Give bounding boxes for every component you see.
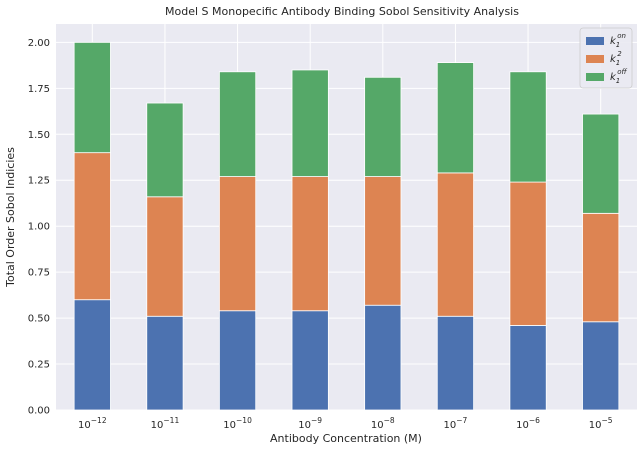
y-tick-label: 0.25 <box>28 360 50 371</box>
legend-swatch <box>586 37 604 45</box>
bar-segment-series-1-cat-2 <box>146 315 184 411</box>
plot-area <box>56 24 637 410</box>
bar-segment-series-3-cat-2 <box>146 102 184 198</box>
bar-segment-series-3-cat-3 <box>219 71 257 177</box>
x-tick-label: 10−11 <box>151 416 180 431</box>
bar-segment-series-1-cat-8 <box>582 321 620 411</box>
y-tick-label: 1.00 <box>28 222 50 233</box>
bar-segment-series-1-cat-1 <box>73 299 111 411</box>
bars <box>73 41 620 411</box>
bar-segment-series-1-cat-4 <box>291 310 329 411</box>
y-axis-ticks: 0.00 0.25 0.50 0.75 1.00 1.25 1.50 1.75 2.00 <box>28 38 50 417</box>
bar-segment-series-2-cat-5 <box>364 176 402 306</box>
bar-segment-series-2-cat-8 <box>582 212 620 323</box>
bar-segment-series-1-cat-3 <box>219 310 257 411</box>
x-tick-label: 10−6 <box>516 416 540 431</box>
legend-swatch <box>586 73 604 81</box>
bar-segment-series-3-cat-4 <box>291 69 329 177</box>
legend-label: k1on <box>610 32 626 49</box>
chart-title: Model S Monopecific Antibody Binding Sob… <box>165 5 519 18</box>
x-tick-label: 10−7 <box>444 416 468 431</box>
y-tick-label: 2.00 <box>28 38 50 49</box>
bar-segment-series-3-cat-8 <box>582 113 620 214</box>
legend-label: k1off <box>610 68 628 85</box>
x-tick-label: 10−10 <box>223 416 252 431</box>
y-tick-label: 0.00 <box>28 406 50 417</box>
bar-segment-series-3-cat-7 <box>509 71 547 183</box>
bar-segment-series-2-cat-3 <box>219 176 257 312</box>
bar-segment-series-2-cat-1 <box>73 152 111 301</box>
bar-segment-series-3-cat-5 <box>364 76 402 177</box>
bar-segment-series-3-cat-1 <box>73 41 111 154</box>
bar-segment-series-2-cat-4 <box>291 176 329 312</box>
x-tick-label: 10−9 <box>298 416 322 431</box>
bar-segment-series-1-cat-5 <box>364 304 402 411</box>
y-tick-label: 1.75 <box>28 84 50 95</box>
bar-segment-series-3-cat-6 <box>436 62 474 174</box>
bar-segment-series-2-cat-7 <box>509 181 547 326</box>
bar-segment-series-1-cat-6 <box>436 315 474 411</box>
y-tick-label: 1.50 <box>28 130 50 141</box>
x-tick-label: 10−12 <box>78 416 107 431</box>
y-tick-label: 1.25 <box>28 176 50 187</box>
y-axis-label: Total Order Sobol Indicies <box>4 147 17 288</box>
legend-label: k12 <box>610 50 622 67</box>
y-tick-label: 0.50 <box>28 314 50 325</box>
x-tick-label: 10−5 <box>589 416 613 431</box>
x-axis-ticks: 10−12 10−11 10−10 10−9 10−8 10−7 10−6 10−5 <box>78 416 613 431</box>
bar-segment-series-2-cat-6 <box>436 172 474 317</box>
x-axis-label: Antibody Concentration (M) <box>270 432 422 445</box>
legend-swatch <box>586 55 604 63</box>
bar-segment-series-1-cat-7 <box>509 325 547 411</box>
bar-segment-series-2-cat-2 <box>146 196 184 317</box>
y-tick-label: 0.75 <box>28 268 50 279</box>
x-tick-label: 10−8 <box>371 416 395 431</box>
